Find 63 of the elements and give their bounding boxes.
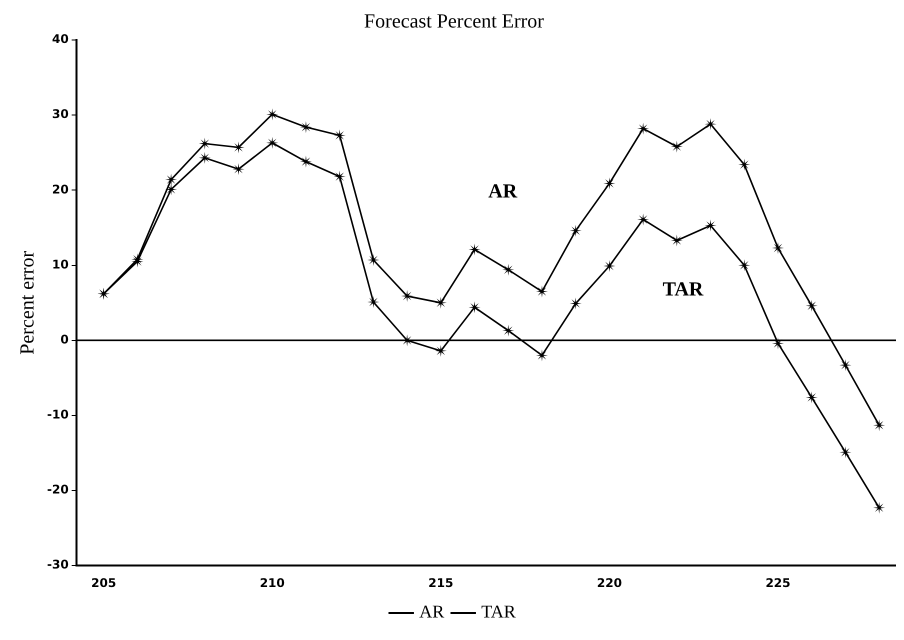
point <box>738 259 750 272</box>
point <box>468 243 481 256</box>
point <box>704 118 717 130</box>
point <box>165 183 178 196</box>
point <box>570 224 582 237</box>
x-tick-label: 220 <box>596 576 622 590</box>
point <box>806 391 818 404</box>
point <box>839 446 852 458</box>
point <box>300 121 312 134</box>
y-tick-label: -30 <box>46 558 69 572</box>
point <box>434 344 447 357</box>
annotation: AR <box>488 180 518 203</box>
point <box>334 129 346 142</box>
point <box>839 359 852 372</box>
y-tick-label: 0 <box>60 332 69 346</box>
point <box>367 254 380 266</box>
point <box>772 242 784 254</box>
point <box>401 290 414 302</box>
point <box>670 140 683 153</box>
point <box>704 219 717 232</box>
point <box>536 349 548 362</box>
y-tick-label: 20 <box>52 182 69 196</box>
point <box>603 177 616 190</box>
point <box>536 286 548 298</box>
point <box>772 337 784 350</box>
point <box>232 141 245 154</box>
point <box>502 324 514 337</box>
point <box>198 138 211 150</box>
annotation: TAR <box>662 278 704 300</box>
point <box>637 213 650 226</box>
point <box>266 136 278 149</box>
point <box>873 502 886 514</box>
point <box>670 234 683 246</box>
point <box>334 170 346 183</box>
y-axis-title: Percent error <box>16 250 38 355</box>
point <box>300 156 312 168</box>
chart-title: Forecast Percent Error <box>364 10 544 32</box>
legend-label: AR <box>419 602 444 622</box>
point <box>738 158 750 171</box>
point <box>232 163 245 176</box>
point <box>502 264 514 276</box>
y-tick-label: -10 <box>46 408 69 422</box>
point <box>434 296 447 309</box>
point <box>873 419 886 432</box>
point <box>806 300 818 312</box>
y-tick-label: 30 <box>52 107 69 122</box>
point <box>570 298 582 310</box>
y-tick-label: 10 <box>52 257 69 272</box>
x-tick-label: 215 <box>428 576 454 590</box>
point <box>165 174 178 186</box>
point <box>266 108 278 120</box>
x-tick-label: 210 <box>260 576 285 590</box>
point <box>367 296 380 308</box>
legend-label: TAR <box>481 602 516 622</box>
point <box>637 122 650 135</box>
point <box>131 256 144 268</box>
point <box>468 301 481 314</box>
y-tick-label: -20 <box>46 482 69 497</box>
x-tick-label: 205 <box>91 576 116 590</box>
x-tick-label: 225 <box>765 576 791 590</box>
point <box>603 260 616 272</box>
y-tick-label: 40 <box>52 32 69 46</box>
point <box>198 152 211 164</box>
